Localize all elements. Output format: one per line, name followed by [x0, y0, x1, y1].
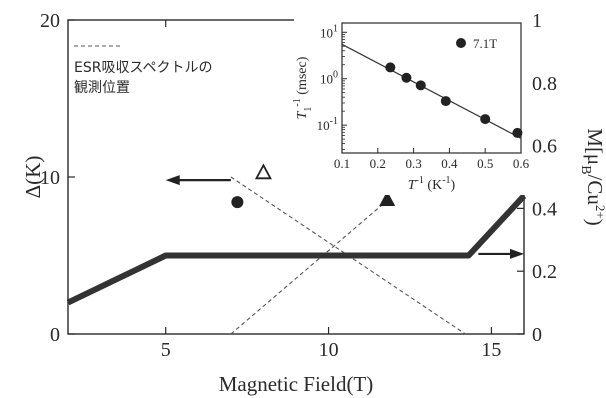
- y-right-axis-label-part: M[μ: [583, 128, 606, 165]
- inset-y-axis-label-part: -1: [292, 98, 303, 106]
- x-axis-label: Magnetic Field(T): [219, 372, 374, 396]
- inset-y-tick-base: 10: [317, 118, 330, 133]
- gap-point-filled-triangle: [379, 190, 396, 206]
- inset-data-point: [480, 114, 491, 125]
- y-right-axis-label: M[μB/Cu2+): [578, 128, 606, 225]
- gap-point-circle: [231, 196, 244, 209]
- inset-y-axis-label-part: 1: [303, 107, 314, 112]
- inset-x-axis-label-part: (K: [424, 178, 442, 193]
- y-right-tick-label: 0.6: [532, 136, 557, 158]
- x-tick-label: 15: [481, 339, 501, 361]
- x-tick-label: 5: [161, 339, 171, 361]
- inset-x-tick-label: 0.3: [405, 156, 421, 171]
- y-right-tick-label: 0.2: [532, 261, 557, 283]
- inset-x-tick-label: 0.2: [370, 156, 386, 171]
- inset-legend-label: 7.1T: [473, 36, 497, 51]
- y-right-tick-label: 0.8: [532, 73, 557, 95]
- y-left-tick-label: 20: [40, 10, 60, 32]
- inset-y-tick-label: 101: [320, 23, 338, 40]
- y-left-axis-label: Δ(K): [21, 156, 45, 199]
- arrow-head: [165, 175, 180, 186]
- y-right-tick-label: 0: [532, 324, 542, 346]
- y-right-axis-label-part: ): [583, 219, 606, 226]
- inset-x-tick-label: 0.6: [513, 156, 530, 171]
- y-right-axis-label-part: /Cu: [583, 175, 606, 206]
- inset-x-axis-label-part: T: [408, 178, 417, 193]
- inset-x-axis-label-part: ): [451, 178, 456, 193]
- inset-data-point: [385, 62, 396, 73]
- inset-x-axis-label-part: -1: [442, 175, 450, 186]
- inset-y-tick-label: 10-1: [317, 116, 338, 133]
- inset-data-point: [512, 127, 523, 138]
- inset-y-axis-label-part: T: [295, 110, 310, 119]
- y-right-tick-label: 1: [532, 10, 542, 32]
- inset-data-point: [415, 80, 426, 91]
- inset-y-tick-base: 10: [320, 25, 333, 40]
- inset-x-tick-label: 0.5: [477, 156, 493, 171]
- inset-y-axis-label-part: (msec): [295, 56, 310, 98]
- y-right-axis-label-part: 2+: [593, 205, 606, 219]
- gap-point-open-triangle: [254, 163, 272, 180]
- y-left-tick-label: 0: [50, 324, 60, 346]
- inset-frame: [341, 22, 522, 154]
- inset-x-axis-label-part: -1: [416, 175, 424, 186]
- inset-background: [294, 19, 527, 195]
- y-right-axis-label-part: B: [578, 165, 593, 174]
- inset-data-point: [401, 72, 412, 83]
- inset-y-tick-exp: 1: [333, 23, 338, 34]
- arrow-head: [510, 248, 524, 259]
- inset-fit-line: [341, 43, 522, 139]
- x-tick-label: 10: [319, 339, 339, 361]
- inset-data-point: [440, 96, 451, 107]
- y-right-tick-label: 0.4: [532, 198, 557, 220]
- y-left-tick-label: 10: [40, 167, 60, 189]
- annotation-line2: 観測位置: [74, 79, 130, 96]
- inset-legend-marker: [456, 38, 466, 48]
- inset-y-tick-exp: 0: [333, 70, 338, 81]
- inset-x-tick-label: 0.1: [334, 156, 350, 171]
- inset-y-axis-label: T1-1 (msec): [292, 56, 314, 119]
- inset-y-tick-base: 10: [320, 72, 333, 87]
- magnetization-curve: [66, 193, 527, 306]
- inset-y-tick-label: 100: [320, 70, 338, 87]
- inset-x-axis-label: T-1 (K-1): [408, 175, 456, 193]
- inset-y-tick-exp: -1: [330, 116, 338, 127]
- inset-x-tick-label: 0.4: [441, 156, 458, 171]
- annotation-line1: ESR吸収スペクトルの: [74, 60, 212, 76]
- gap-line-ascending: [230, 200, 388, 335]
